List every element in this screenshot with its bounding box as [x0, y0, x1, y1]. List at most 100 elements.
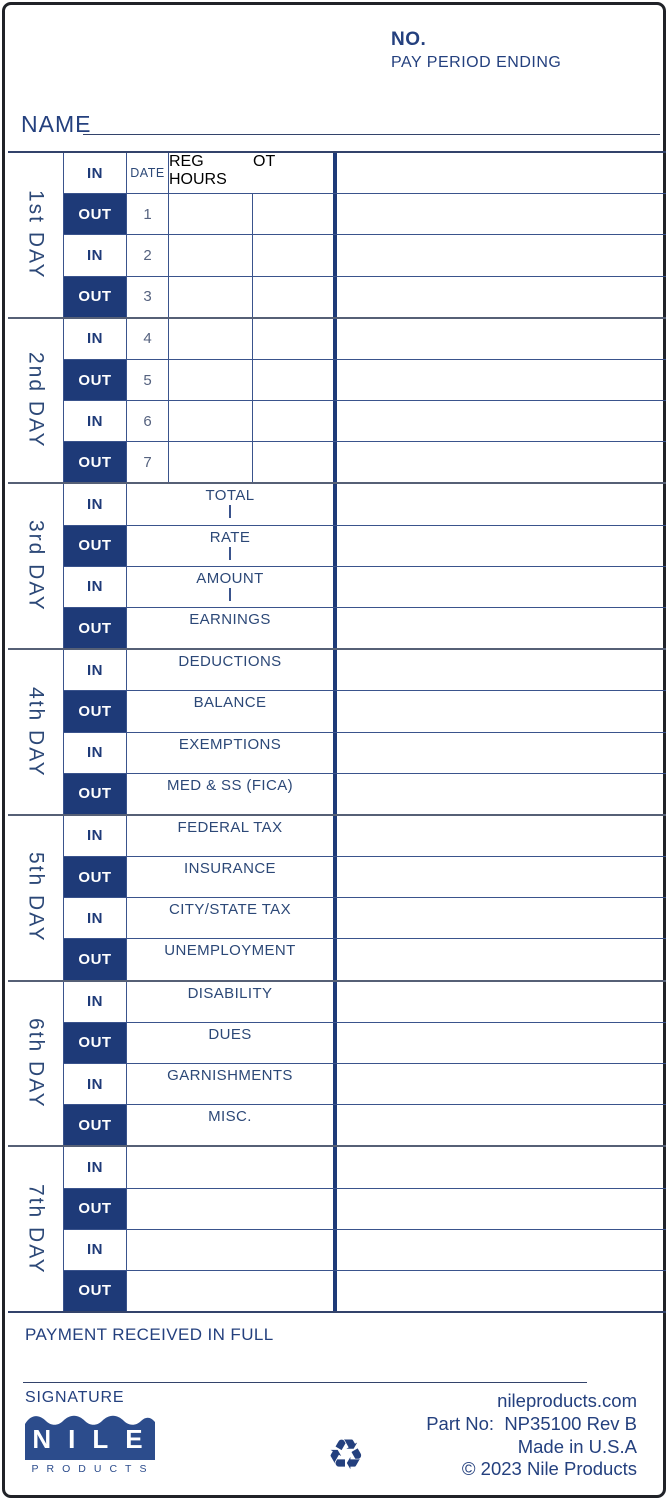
punch-out-cell: OUT [64, 939, 127, 980]
notes-cell [333, 650, 666, 691]
day-label: 2nd DAY [24, 352, 48, 449]
punch-out-cell: OUT [64, 525, 127, 566]
punch-out-cell: OUT [64, 857, 127, 898]
time-row: IN GARNISHMENTS [64, 1063, 666, 1106]
rate-cell: RATE [127, 526, 333, 566]
day-block-1: 1st DAY IN DATE REG HOURS OT OUT 1 IN 2 OUT 3 [8, 153, 666, 319]
day-label-cell: 5th DAY [8, 815, 64, 980]
time-row: IN 4 [64, 318, 666, 360]
ot-entry-cell [253, 401, 333, 441]
time-row: OUT BALANCE [64, 691, 666, 733]
part-number-text: Part No: NP35100 Rev B [426, 1412, 637, 1434]
dues-cell: DUES [127, 1023, 333, 1063]
time-row: OUT [64, 1188, 666, 1230]
notes-cell [333, 1270, 666, 1312]
field-label: EXEMPTIONS [178, 735, 282, 753]
balance-cell: BALANCE [127, 691, 333, 731]
day-label: 5th DAY [24, 852, 48, 944]
day-label: 7th DAY [24, 1183, 48, 1275]
day-rows: IN DEDUCTIONS OUT BALANCE IN EXEMPTIONS OUT MED… [64, 650, 666, 814]
date-column-header: DATE [127, 153, 169, 194]
pay-period-ending-label: PAY PERIOD ENDING [391, 54, 562, 71]
punch-out-cell: OUT [64, 608, 127, 649]
field-label: MISC. [208, 1108, 252, 1126]
exemptions-cell: EXEMPTIONS [127, 733, 333, 773]
notes-cell [333, 318, 666, 359]
deductions-cell: DEDUCTIONS [127, 650, 333, 690]
time-row: IN EXEMPTIONS [64, 732, 666, 774]
city-state-tax-cell: CITY/STATE TAX [127, 898, 333, 938]
notes-cell [333, 1063, 666, 1105]
day-rows: IN 4 OUT 5 IN 6 OUT 7 [64, 318, 666, 483]
notes-cell [333, 608, 666, 649]
punch-out-cell: OUT [64, 276, 127, 317]
field-label: RATE [209, 528, 251, 546]
time-row: OUT 7 [64, 442, 666, 483]
punch-in-cell: IN [64, 981, 127, 1022]
name-label: NAME [21, 111, 92, 137]
punch-out-cell: OUT [64, 194, 127, 235]
punch-in-cell: IN [64, 815, 127, 857]
earnings-cell: EARNINGS [127, 608, 333, 648]
ot-entry-cell [253, 442, 333, 482]
time-row: IN DISABILITY [64, 981, 666, 1023]
punch-in-cell: IN [64, 318, 127, 359]
notes-cell [333, 1229, 666, 1270]
time-row: IN [64, 1229, 666, 1271]
day-label: 3rd DAY [24, 520, 48, 613]
reg-hours-entry-cell [169, 276, 253, 317]
field-label: TOTAL [205, 487, 255, 505]
day-label-cell: 1st DAY [8, 153, 64, 317]
blank-field-cell [127, 1230, 333, 1270]
reg-hours-entry-cell [169, 401, 253, 442]
field-label: INSURANCE [184, 860, 276, 878]
blank-field-cell [127, 1189, 333, 1229]
time-row: IN CITY/STATE TAX [64, 898, 666, 940]
day-label: 4th DAY [24, 686, 48, 778]
time-row: OUT MISC. [64, 1105, 666, 1146]
notes-cell [333, 1105, 666, 1146]
notes-cell [333, 1147, 666, 1188]
misc-cell: MISC. [127, 1105, 333, 1145]
notes-cell [333, 815, 666, 857]
connector-tick [229, 546, 231, 560]
day-label: 1st DAY [24, 190, 48, 280]
punch-out-cell: OUT [64, 442, 127, 483]
notes-cell [333, 773, 666, 814]
date-cell: 3 [127, 276, 169, 317]
time-row: IN FEDERAL TAX [64, 815, 666, 858]
signature-label: SIGNATURE [25, 1389, 125, 1406]
website-text: nileproducts.com [497, 1390, 637, 1411]
recycle-icon: ♻ [327, 1431, 365, 1478]
punch-out-cell: OUT [64, 1188, 127, 1229]
day-label-cell: 2nd DAY [8, 318, 64, 483]
garnishments-cell: GARNISHMENTS [127, 1064, 333, 1104]
footer-info: nileproducts.com Part No: NP35100 Rev B … [426, 1390, 637, 1481]
field-label: DUES [208, 1025, 252, 1043]
disability-cell: DISABILITY [127, 982, 333, 1022]
notes-cell [333, 939, 666, 980]
time-row: IN DATE REG HOURS OT [64, 153, 666, 195]
blank-field-cell [127, 1147, 333, 1187]
total-cell: TOTAL [127, 484, 333, 524]
nile-logo: NILE PRODUCTS [25, 1412, 155, 1475]
punch-out-cell: OUT [64, 1270, 127, 1312]
time-row: OUT MED & SS (FICA) [64, 773, 666, 814]
field-label: AMOUNT [196, 569, 264, 587]
date-cell: 1 [127, 194, 169, 235]
time-row: IN 6 [64, 401, 666, 443]
punch-out-cell: OUT [64, 1105, 127, 1146]
card-number-label: NO. [391, 29, 427, 50]
notes-cell [333, 691, 666, 732]
punch-in-cell: IN [64, 153, 127, 194]
ot-entry-cell [253, 360, 333, 400]
day-rows: IN DATE REG HOURS OT OUT 1 IN 2 OUT 3 [64, 153, 666, 317]
date-cell: 6 [127, 401, 169, 442]
time-row: IN [64, 1147, 666, 1189]
time-row: OUT [64, 1270, 666, 1312]
field-label: CITY/STATE TAX [168, 901, 291, 919]
date-cell: 4 [127, 318, 169, 359]
field-label: GARNISHMENTS [167, 1066, 293, 1084]
time-row: IN DEDUCTIONS [64, 650, 666, 692]
